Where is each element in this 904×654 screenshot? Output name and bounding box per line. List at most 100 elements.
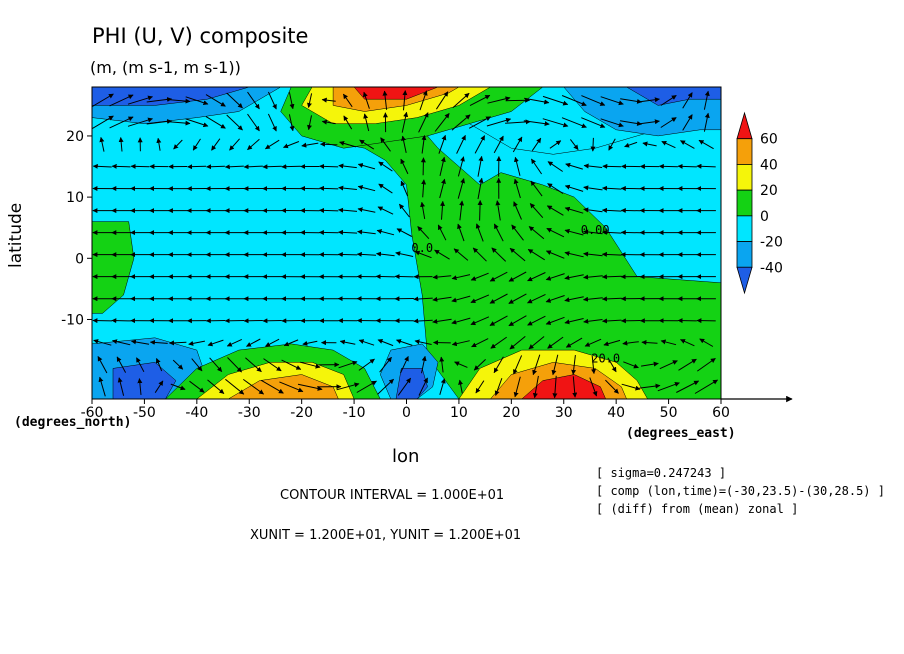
wind-vector [564, 274, 584, 281]
wind-vector [532, 354, 541, 376]
wind-vector [513, 201, 522, 220]
wind-vector [583, 207, 603, 213]
wind-vector [682, 92, 693, 109]
wind-vector [418, 377, 428, 396]
wind-vector [513, 178, 521, 199]
y-tick-label: -10 [61, 312, 84, 328]
wind-vector [698, 139, 714, 150]
wind-vector [281, 164, 301, 170]
colorbar-segment [736, 111, 753, 140]
wind-vector [432, 318, 452, 324]
wind-vector [288, 114, 295, 132]
wind-vector [357, 185, 376, 192]
wind-vector [581, 117, 606, 128]
wind-vector [155, 358, 163, 372]
wind-vector [513, 156, 521, 176]
wind-vector [493, 223, 504, 242]
wind-vector [661, 140, 676, 149]
wind-vector [224, 164, 244, 170]
wind-vector [378, 183, 393, 194]
wind-vector [187, 164, 207, 170]
wind-vector [457, 156, 465, 177]
wind-vector [680, 140, 695, 149]
colorbar-segment [736, 241, 753, 268]
x-tick-label: 20 [502, 405, 520, 421]
wind-vector [477, 155, 484, 177]
wind-vector [505, 97, 531, 103]
wind-vector [583, 296, 603, 302]
wind-vector [434, 113, 450, 132]
x-tick-label: 40 [607, 405, 625, 421]
wind-vector [513, 376, 521, 398]
x-tick-label: 60 [712, 405, 730, 421]
wind-vector [192, 138, 201, 151]
wind-vector [377, 378, 394, 395]
wind-vector [320, 141, 338, 147]
wind-vector [130, 163, 150, 169]
wind-vector [267, 113, 277, 132]
wind-vector [362, 91, 370, 109]
wind-vector [457, 178, 466, 199]
wind-vector [564, 206, 584, 214]
wind-vector [565, 162, 583, 170]
wind-vector [657, 382, 680, 392]
x-tick-label: 30 [555, 405, 573, 421]
wind-vector [602, 185, 622, 191]
wind-vector [92, 163, 112, 169]
wind-vector [469, 94, 491, 107]
wind-vector [288, 92, 295, 110]
wind-vector [127, 95, 153, 105]
wind-vector [621, 383, 641, 391]
wind-vector [622, 340, 639, 346]
wind-vector [437, 224, 447, 241]
contour-region [353, 87, 439, 100]
wind-vector [509, 336, 526, 350]
y-tick-label: 0 [75, 251, 84, 267]
wind-vector [545, 273, 565, 281]
x-axis-ticks: -60 -50 -40 -30 -20 -10 0 10 20 30 40 50 60 [81, 399, 730, 421]
wind-vector [434, 249, 450, 260]
wind-vector [380, 137, 391, 152]
wind-vector [173, 139, 183, 150]
wind-vector [639, 97, 660, 103]
wind-vector [156, 137, 162, 151]
contour-region [92, 221, 135, 314]
wind-vector [660, 117, 677, 128]
wind-vector [377, 339, 394, 347]
wind-vector [471, 338, 489, 348]
wind-vector [505, 119, 531, 125]
x-tick-label: 10 [450, 405, 468, 421]
wind-vector [676, 380, 700, 393]
wind-vector [639, 119, 660, 125]
wind-vector [243, 164, 263, 170]
wind-vector [601, 229, 622, 235]
x-tick-label: -20 [290, 405, 313, 421]
wind-vector [358, 339, 375, 346]
wind-vector [660, 94, 677, 106]
wind-vector [547, 183, 564, 195]
wind-vector [439, 200, 445, 220]
colorbar-tick-label: 40 [760, 157, 778, 173]
wind-vector [474, 135, 486, 154]
wind-vector [551, 354, 559, 376]
wind-vector [394, 274, 414, 280]
wind-vector [98, 376, 106, 397]
wind-vector [527, 248, 545, 261]
wind-vector [493, 135, 504, 154]
wind-vector [531, 137, 542, 152]
x-tick-label: 0 [402, 405, 411, 421]
wind-vector [620, 98, 642, 104]
wind-vector [527, 315, 546, 326]
wind-vector [571, 355, 577, 375]
wind-vector [678, 358, 697, 371]
wind-vector [658, 163, 678, 169]
wind-vector [602, 163, 622, 169]
contour-region [112, 362, 177, 399]
wind-vector [486, 117, 512, 127]
wind-vector [583, 185, 603, 191]
wind-vector [189, 380, 205, 393]
x-tick-label: -10 [343, 405, 366, 421]
wind-vector [475, 380, 485, 394]
wind-vector [439, 356, 445, 373]
colorbar-segment [736, 164, 753, 191]
